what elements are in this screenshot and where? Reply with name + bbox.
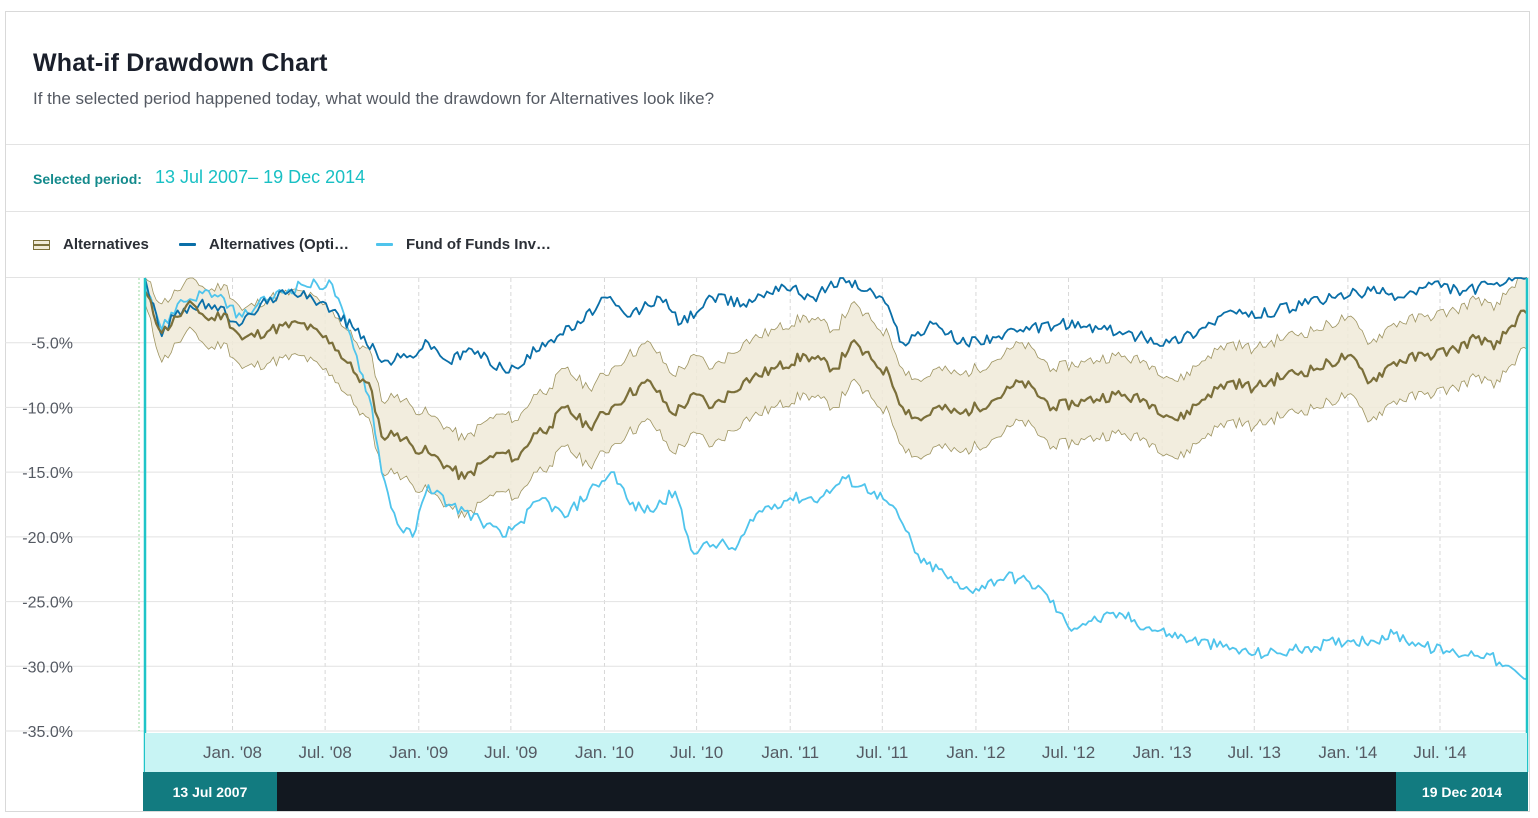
y-tick-label: -35.0%	[22, 724, 73, 741]
selected-period-label: Selected period:	[33, 171, 142, 187]
y-tick-label: -30.0%	[22, 659, 73, 676]
x-tick-label: Jul. '12	[1042, 743, 1095, 762]
alternatives-range-band	[145, 278, 1527, 518]
band-line-icon	[33, 239, 50, 250]
line-icon	[376, 243, 393, 246]
legend-label: Alternatives	[63, 236, 149, 253]
chart-title: What-if Drawdown Chart	[33, 49, 328, 77]
chart-legend: Alternatives Alternatives (Opti… Fund of…	[6, 212, 1529, 278]
y-tick-label: -5.0%	[31, 336, 73, 353]
legend-item-fund-of-funds[interactable]: Fund of Funds Inv…	[376, 236, 551, 253]
x-tick-label: Jan. '08	[203, 743, 262, 762]
chart-header: What-if Drawdown Chart If the selected p…	[6, 12, 1529, 145]
series-line-alternatives-opti	[144, 277, 1528, 374]
x-tick-label: Jul. '10	[670, 743, 723, 762]
selected-period-value: 13 Jul 2007– 19 Dec 2014	[155, 167, 366, 187]
legend-item-alternatives[interactable]: Alternatives	[33, 236, 149, 253]
x-tick-label: Jan. '12	[946, 743, 1005, 762]
x-tick-label: Jul. '08	[298, 743, 351, 762]
x-tick-label: Jul. '11	[856, 743, 908, 762]
series-line-alternatives	[144, 290, 1528, 481]
x-tick-label: Jul. '13	[1228, 743, 1281, 762]
x-tick-label: Jan. '09	[389, 743, 448, 762]
y-tick-label: -20.0%	[22, 530, 73, 547]
y-tick-label: -10.0%	[22, 400, 73, 417]
x-tick-label: Jan. '13	[1133, 743, 1192, 762]
selected-period-row: Selected period: 13 Jul 2007– 19 Dec 201…	[6, 145, 1529, 212]
line-icon	[179, 243, 196, 246]
legend-label: Fund of Funds Inv…	[406, 236, 551, 253]
alternatives-upper-edge	[144, 277, 1527, 442]
x-tick-label: Jan. '14	[1318, 743, 1377, 762]
x-tick-label: Jul. '14	[1413, 743, 1466, 762]
navigator-end-handle[interactable]: 19 Dec 2014	[1396, 772, 1528, 811]
x-tick-label: Jul. '09	[484, 743, 537, 762]
navigator-track[interactable]	[143, 772, 1528, 811]
chart-subtitle: If the selected period happened today, w…	[33, 89, 715, 108]
x-tick-label: Jan. '11	[761, 743, 819, 762]
alternatives-lower-edge	[144, 303, 1528, 520]
legend-label: Alternatives (Opti…	[209, 236, 350, 253]
x-tick-label: Jan. '10	[575, 743, 634, 762]
series-line-fund-of-funds	[144, 277, 1528, 681]
y-tick-label: -15.0%	[22, 465, 73, 482]
x-axis-band	[145, 733, 1527, 772]
legend-item-alternatives-opti[interactable]: Alternatives (Opti…	[179, 236, 349, 253]
y-tick-label: -25.0%	[22, 595, 73, 612]
navigator-start-handle[interactable]: 13 Jul 2007	[143, 772, 277, 811]
